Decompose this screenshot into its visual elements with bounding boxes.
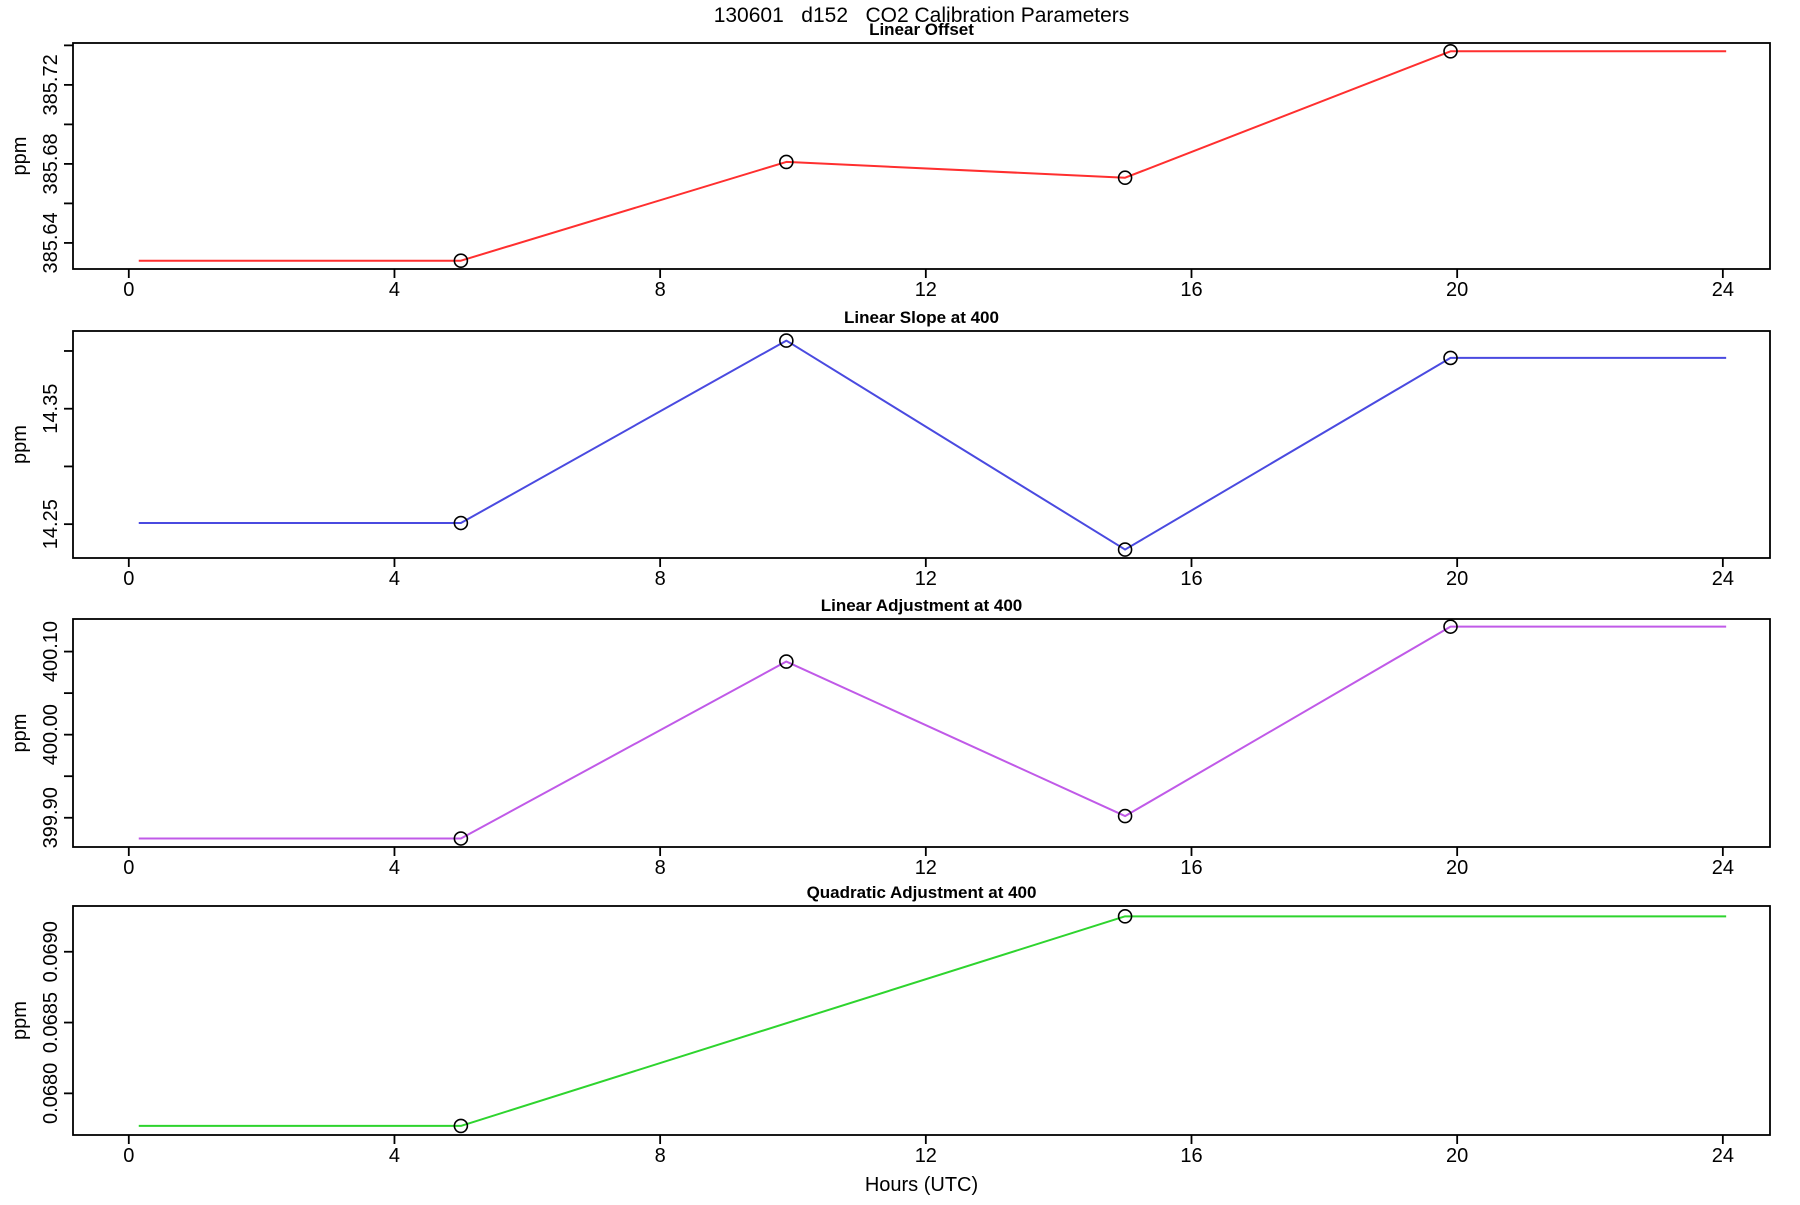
x-tick-label-3-6: 24: [1712, 1145, 1734, 1167]
x-tick-label-0-4: 16: [1180, 279, 1202, 301]
x-tick-label-1-1: 4: [389, 568, 400, 590]
x-tick-label-1-3: 12: [915, 568, 937, 590]
x-tick-label-0-1: 4: [389, 279, 400, 301]
y-tick-label-3-2: 0.0690: [40, 921, 62, 982]
data-point-2-3: [1443, 619, 1458, 634]
data-point-1-3: [1443, 350, 1458, 366]
x-tick-label-2-0: 0: [123, 857, 134, 879]
x-tick-label-2-2: 8: [655, 857, 666, 879]
x-tick-label-2-5: 20: [1446, 857, 1468, 879]
x-tick-label-0-2: 8: [655, 279, 666, 301]
main-title: 130601 d152 CO2 Calibration Parameters: [714, 4, 1130, 27]
x-tick-label-0-5: 20: [1446, 279, 1468, 301]
x-axis-label: Hours (UTC): [865, 1174, 978, 1196]
y-axis-label-3: ppm: [9, 1001, 31, 1040]
x-tick-label-3-4: 16: [1180, 1145, 1202, 1167]
data-point-1-0: [453, 515, 469, 531]
x-tick-label-1-5: 20: [1446, 568, 1468, 590]
data-line-3: [138, 915, 1727, 1127]
panel-box-1: [72, 330, 1771, 559]
x-tick-label-2-3: 12: [915, 857, 937, 879]
data-point-3-1: [1117, 909, 1133, 924]
y-tick-label-2-0: 399.90: [40, 787, 62, 848]
y-axis-label-1: ppm: [9, 425, 31, 464]
y-tick-label-2-4: 400.10: [40, 621, 62, 682]
panel-box-0: [72, 42, 1771, 270]
panel-box-3: [72, 905, 1771, 1136]
x-tick-label-3-5: 20: [1446, 1145, 1468, 1167]
data-point-2-0: [453, 831, 469, 846]
panel-box-2: [72, 618, 1771, 848]
data-point-0-3: [1443, 43, 1458, 59]
data-point-2-1: [779, 654, 794, 669]
x-tick-label-3-2: 8: [655, 1145, 666, 1167]
panel-title-1: Linear Slope at 400: [844, 308, 999, 327]
data-point-1-2: [1117, 542, 1133, 557]
data-point-0-0: [453, 253, 469, 269]
data-point-2-2: [1117, 808, 1133, 824]
x-tick-label-0-0: 0: [123, 279, 134, 301]
y-axis-label-2: ppm: [9, 714, 31, 753]
y-tick-label-1-0: 14.25: [40, 499, 62, 549]
x-tick-label-3-3: 12: [915, 1145, 937, 1167]
data-line-0: [138, 50, 1727, 262]
data-point-0-2: [1117, 170, 1133, 186]
x-tick-label-0-6: 24: [1712, 279, 1734, 301]
x-tick-label-3-1: 4: [389, 1145, 400, 1167]
y-tick-label-0-0: 385.64: [40, 212, 62, 273]
data-line-2: [138, 625, 1727, 840]
data-point-1-1: [779, 333, 794, 348]
x-tick-label-1-4: 16: [1180, 568, 1202, 590]
panel-title-2: Linear Adjustment at 400: [821, 596, 1023, 615]
x-tick-label-2-4: 16: [1180, 857, 1202, 879]
x-tick-label-0-3: 12: [915, 279, 937, 301]
y-tick-label-3-1: 0.0685: [40, 992, 62, 1053]
x-tick-label-1-0: 0: [123, 568, 134, 590]
x-tick-label-1-2: 8: [655, 568, 666, 590]
data-point-0-1: [779, 154, 794, 170]
data-line-1: [138, 339, 1727, 551]
x-tick-label-1-6: 24: [1712, 568, 1734, 590]
y-tick-label-0-4: 385.72: [40, 54, 62, 115]
x-tick-label-3-0: 0: [123, 1145, 134, 1167]
panel-title-0: Linear Offset: [869, 20, 974, 39]
y-axis-label-0: ppm: [9, 137, 31, 176]
y-tick-label-1-2: 14.35: [40, 384, 62, 434]
y-tick-label-0-2: 385.68: [40, 133, 62, 194]
panel-title-3: Quadratic Adjustment at 400: [807, 883, 1037, 902]
y-tick-label-2-2: 400.00: [40, 704, 62, 765]
y-tick-label-3-0: 0.0680: [40, 1063, 62, 1124]
x-tick-label-2-6: 24: [1712, 857, 1734, 879]
data-point-3-0: [453, 1118, 469, 1134]
x-tick-label-2-1: 4: [389, 857, 400, 879]
